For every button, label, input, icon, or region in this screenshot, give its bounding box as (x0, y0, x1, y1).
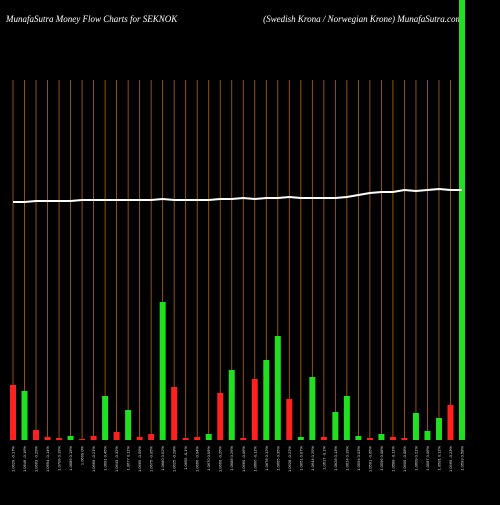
x-tick-label: 1.0694 -0.14% (45, 446, 50, 472)
x-tick-label: 1.0660 -0.06% (241, 446, 246, 472)
bar (90, 436, 97, 440)
bar (401, 438, 408, 440)
x-tick-label: 1.0666 -0.11% (252, 446, 257, 472)
x-tick-label: 1.0709 0.19% (57, 446, 62, 471)
x-tick-label: 1.0655 -0.1% (183, 446, 188, 470)
bar (182, 438, 189, 440)
chart-title: MunafaSutra Money Flow Charts for SEKNOK (5, 14, 178, 24)
x-tick-label: 1.0593 0.58% (460, 446, 465, 471)
x-tick-label: 1.0665 -0.09% (137, 446, 142, 472)
x-tick-label: 1.0680 0.52% (160, 446, 165, 471)
x-tick-label: 1.0669 -0.21% (91, 446, 96, 472)
bar (148, 434, 155, 440)
x-tick-label: 1.0688 0.26% (229, 446, 234, 471)
bar (378, 434, 385, 440)
x-tick-label: 1.0643 -0.32% (114, 446, 119, 472)
x-tick-label: 1.0670 0.09% (206, 446, 211, 471)
bar (424, 431, 431, 440)
bar (159, 302, 166, 440)
bar (21, 391, 28, 440)
bar (102, 396, 109, 440)
bar (33, 430, 40, 440)
bar (79, 439, 86, 440)
x-tick-label: 1.0588 -0.11% (390, 446, 395, 472)
bar (194, 437, 201, 440)
x-tick-label: 1.0596 0.08% (379, 446, 384, 471)
x-tick-label: 1.0665 0.35% (275, 446, 280, 471)
x-tick-label: 1.0666 -0.04% (195, 446, 200, 472)
x-tick-label: 1.0569 -0.23% (448, 446, 453, 472)
bar (67, 436, 74, 440)
bar (240, 438, 247, 440)
bar (343, 396, 350, 440)
bar (435, 418, 442, 440)
bar (286, 399, 293, 440)
bar (412, 413, 419, 440)
bar (355, 436, 362, 440)
bar (125, 410, 132, 440)
x-tick-label: 1.0629 -0.17% (11, 446, 16, 472)
x-tick-label: 1.0677 0.11% (126, 446, 131, 471)
bar (205, 434, 212, 440)
money-flow-line (13, 187, 462, 203)
bar (447, 405, 454, 440)
x-tick-label: 1.0617 -0.1% (321, 446, 326, 470)
x-tick-label: 1.0594 0.03% (356, 446, 361, 471)
bar (113, 432, 120, 440)
x-tick-label: 1.0591 -0.05% (367, 446, 372, 472)
bar (332, 412, 339, 440)
bar (251, 379, 258, 440)
x-tick-label: 1.0663 -0.29% (34, 446, 39, 472)
bar (10, 385, 16, 440)
bar (274, 336, 281, 440)
x-tick-label: 1.0587 0.06% (425, 446, 430, 471)
x-tick-label: 1.0609 0.21% (413, 446, 418, 471)
bar (228, 370, 235, 440)
bar (56, 438, 63, 440)
bar (389, 437, 396, 440)
x-tick-label: 1.0644 0.25% (310, 446, 315, 471)
x-tick-label: 1.0646 -0.16% (22, 446, 27, 472)
x-tick-label: 1.0614 0.19% (344, 446, 349, 471)
x-tick-label: 1.0678 0.12% (264, 446, 269, 471)
x-tick-label: 1.0675 -0.05% (149, 446, 154, 472)
x-tick-label: 1.0628 -0.22% (287, 446, 292, 472)
x-tick-label: 1.0689 0.19% (68, 446, 73, 471)
bar (217, 393, 224, 440)
x-tick-label: 1.0600 -0.08% (402, 446, 407, 472)
bar (309, 377, 316, 440)
chart-subtitle: (Swedish Krona / Norwegian Krone) Munafa… (263, 14, 462, 24)
bar (44, 437, 51, 440)
bar (263, 360, 270, 440)
x-tick-label: 1.0660 -0.26% (218, 446, 223, 472)
x-tick-label: 1.0628 0.13% (333, 446, 338, 471)
bar (459, 0, 465, 440)
x-tick-label: 1.0691 0.45% (103, 446, 108, 471)
bar (171, 387, 178, 440)
x-tick-label: 1.0581 0.11% (436, 446, 441, 471)
bar (297, 437, 304, 440)
bar (320, 437, 327, 440)
bar (136, 437, 143, 440)
x-tick-label: 1.0651 0.07% (298, 446, 303, 471)
bar (366, 438, 373, 440)
x-tick-label: 1.0669 0% (80, 446, 85, 466)
x-tick-label: 1.0625 -0.28% (172, 446, 177, 472)
